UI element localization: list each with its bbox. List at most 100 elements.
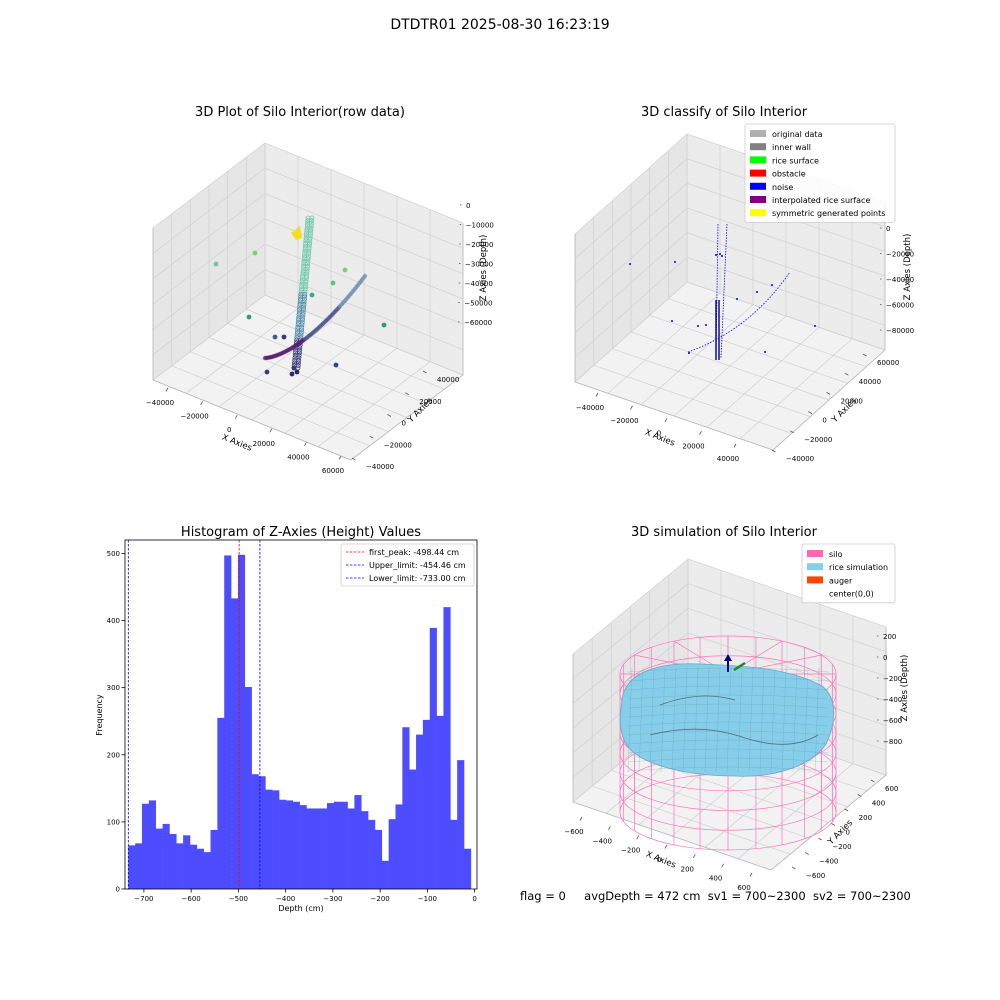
sim-y-tick-mark — [831, 823, 836, 826]
histogram-bar — [224, 555, 232, 889]
raw-point — [303, 276, 309, 282]
sim-y-tick-mark — [804, 852, 809, 855]
gridline — [574, 281, 886, 383]
raw-x-tick-label: 60000 — [322, 467, 344, 475]
rice-mesh-line — [627, 757, 829, 763]
histogram-bar — [436, 715, 444, 889]
classify-x-tick-label: 40000 — [717, 455, 739, 463]
histogram-legend-label-lower-limit: Lower_limit: -733.00 cm — [369, 574, 466, 583]
simulation-legend-swatch-silo — [807, 550, 823, 557]
classify-noise-point — [674, 261, 676, 263]
sim-y-tick-label: 400 — [872, 800, 885, 808]
histogram-bar — [272, 790, 280, 889]
raw-point — [246, 314, 252, 320]
histogram-bar — [429, 627, 437, 889]
raw-point — [301, 307, 306, 312]
histogram-bar — [333, 801, 341, 889]
rice-mesh-line — [704, 667, 710, 773]
box-edges — [572, 627, 887, 871]
raw-point — [302, 289, 308, 295]
classify-noise-point — [814, 325, 816, 327]
raw-point — [291, 365, 297, 371]
rice-mesh-line — [814, 667, 820, 773]
histogram-x-axis-title: Depth (cm) — [278, 904, 323, 913]
histogram-bar — [183, 835, 191, 889]
histogram-bar — [279, 799, 287, 889]
classify-z-tick-label: 0 — [886, 225, 890, 233]
histogram-panel: Histogram of Z-Axies (Height) Values −700… — [95, 525, 478, 913]
raw-point — [307, 233, 313, 239]
raw-x-tick-mark — [269, 428, 273, 433]
rice-mesh-line — [627, 730, 829, 736]
raw-panel-title: 3D Plot of Silo Interior(row data) — [195, 105, 405, 120]
sim-x-tick-mark — [664, 844, 668, 849]
status-sv1: sv1 = 700~2300 — [707, 889, 806, 903]
raw-point — [252, 250, 258, 256]
simulation-legend-label-rice-simulation: rice simulation — [829, 563, 888, 572]
histogram-x-tick-label: −400 — [276, 895, 295, 903]
raw-point — [300, 309, 306, 315]
classify-y-tick-label: 40000 — [859, 378, 881, 386]
raw-point — [289, 371, 295, 377]
histogram-bar — [285, 800, 294, 889]
histogram-bar — [299, 805, 307, 889]
rice-mesh-line — [792, 667, 798, 773]
histogram-bar — [196, 848, 204, 889]
raw-x-tick-mark — [234, 415, 238, 419]
rice-mesh-line — [627, 676, 829, 682]
raw-point — [298, 330, 304, 335]
sim-y-tick-label: 200 — [859, 814, 872, 822]
histogram-bar — [169, 833, 177, 889]
raw-x-tick-label: −20000 — [181, 413, 209, 421]
raw-point — [296, 352, 302, 358]
raw-point — [305, 258, 311, 264]
classify-z-tick-label: −40000 — [886, 276, 914, 284]
raw-point — [306, 246, 312, 251]
gridline — [668, 298, 867, 368]
raw-y-tick-label: −20000 — [384, 441, 412, 449]
histogram-bar — [354, 795, 362, 889]
classify-y-tick-mark — [826, 392, 831, 395]
sim-x-tick-label: 0 — [657, 856, 661, 864]
status-avg-depth: avgDepth = 472 cm — [584, 889, 701, 903]
histogram-bar — [135, 843, 143, 889]
raw-point — [300, 314, 306, 320]
classify-x-tick-mark — [664, 418, 668, 423]
classify-y-tick-label: −20000 — [804, 436, 832, 444]
histogram-y-tick-label: 100 — [107, 818, 120, 826]
raw-point — [302, 296, 307, 302]
sim-y-tick-label: −600 — [806, 872, 825, 880]
raw-point — [304, 266, 310, 272]
classify-x-tick-label: 20000 — [682, 442, 704, 450]
rice-mesh-line — [627, 739, 829, 745]
histogram-legend-box — [340, 543, 475, 587]
classify-y-tick-label: 60000 — [877, 359, 899, 367]
raw-data-3d-panel: 3D Plot of Silo Interior(row data) −40000… — [146, 105, 494, 475]
raw-point — [381, 322, 387, 328]
sim-x-tick-mark — [692, 854, 696, 859]
rice-mesh-line — [660, 667, 666, 773]
classify-legend-label-original-data: original data — [772, 130, 823, 139]
classify-legend-swatch-symmetric-generated-points — [750, 209, 766, 217]
histogram-bar — [292, 801, 300, 889]
histogram-x-tick-label: −600 — [182, 895, 201, 903]
histogram-bar — [128, 845, 136, 890]
raw-point — [307, 235, 313, 241]
rice-mesh-line — [803, 667, 809, 773]
gridline — [152, 294, 464, 381]
histogram-y-tick-label: 400 — [107, 617, 120, 625]
raw-point — [362, 273, 368, 279]
classify-legend-label-noise: noise — [772, 183, 793, 192]
histogram-legend-label-first-peak: first_peak: -498.44 cm — [369, 548, 459, 557]
box-edges — [152, 223, 464, 461]
rice-mesh-line — [627, 685, 829, 691]
sim-z-tick-label: −800 — [883, 738, 902, 746]
simulation-legend-label-auger: auger — [829, 576, 853, 585]
simulation-legend-swatch-center-0-0 — [807, 589, 823, 597]
histogram-x-tick-label: −100 — [418, 895, 437, 903]
raw-point — [309, 220, 314, 226]
histogram-x-tick-label: −300 — [323, 895, 342, 903]
histogram-bar — [162, 823, 170, 889]
histogram-x-tick-label: −200 — [371, 895, 390, 903]
auger-arrow-head — [724, 654, 732, 661]
